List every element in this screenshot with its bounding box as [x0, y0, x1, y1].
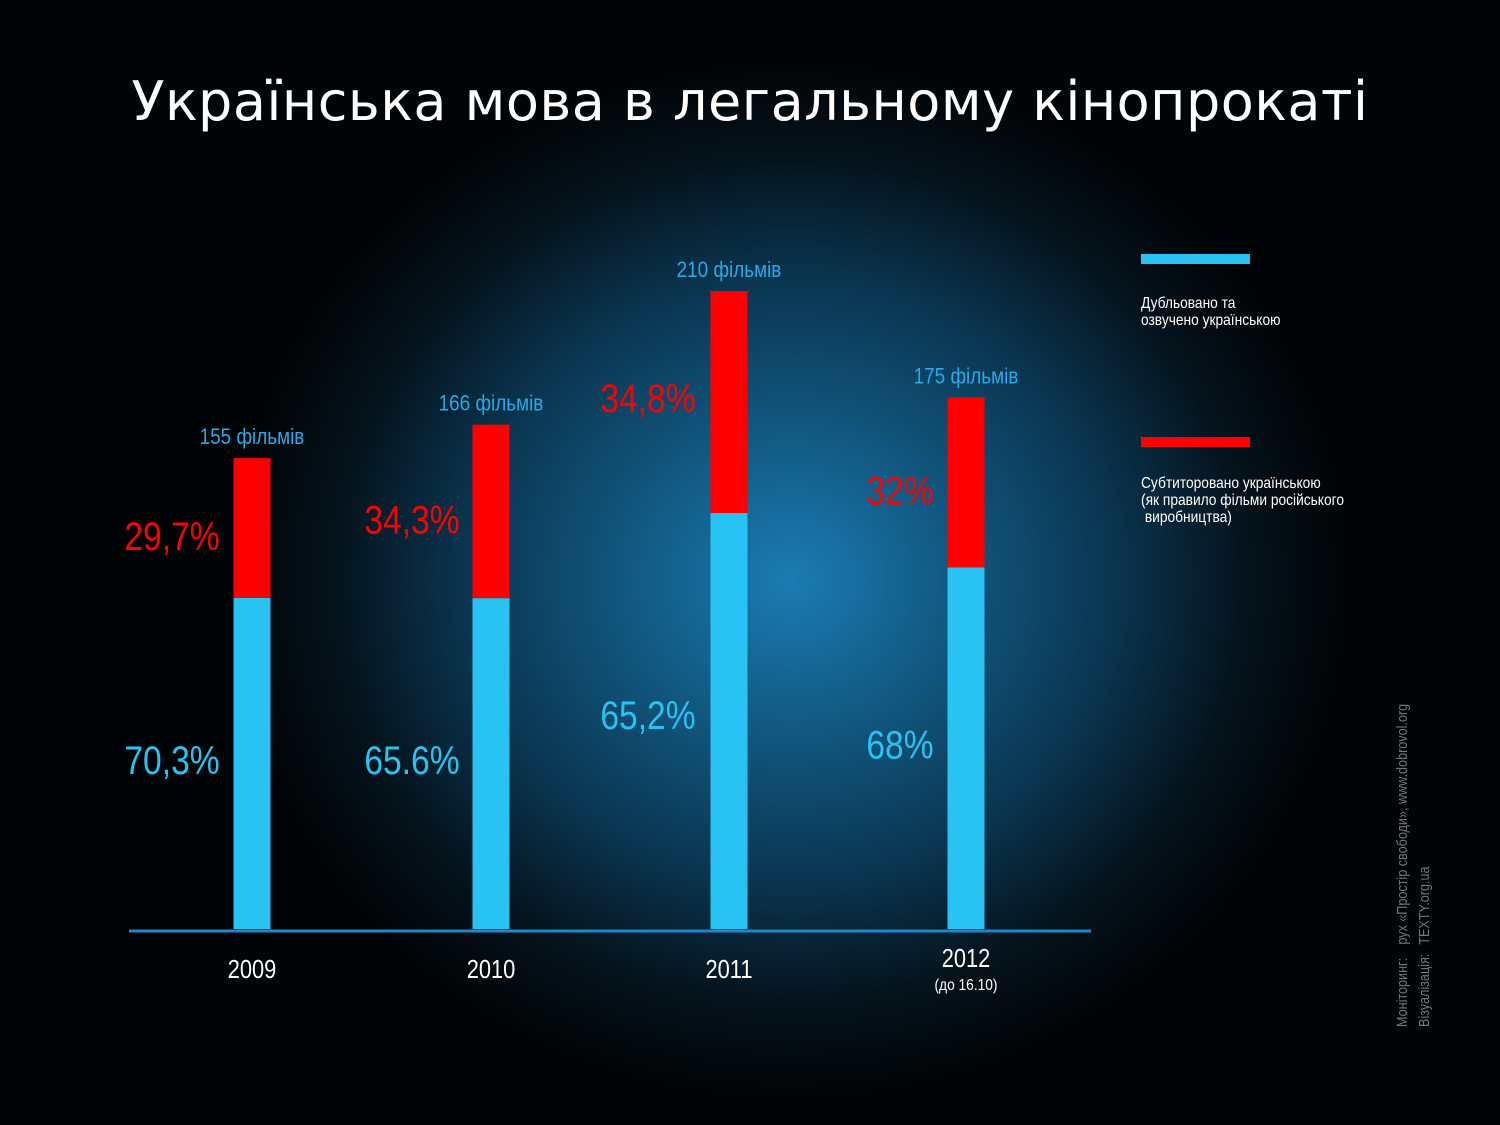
bar-dubbed-2011 — [710, 513, 748, 929]
pct-label-dubbed-2011: 65,2% — [600, 693, 695, 737]
bar-subtitled-2010 — [472, 424, 510, 599]
pct-label-subtitled-2010: 34,3% — [364, 498, 459, 542]
x-tick-label-2012: 2012 — [942, 944, 991, 973]
bar-dubbed-2012 — [947, 567, 985, 929]
x-tick-note-2012: (до 16.10) — [934, 976, 997, 994]
legend-label-dubbed: Дубльовано та озвучено українською — [1141, 295, 1281, 329]
credit-viz-value: TEXTY.org.ua — [1416, 866, 1433, 945]
pct-label-subtitled-2009: 29,7% — [124, 514, 219, 558]
bar-dubbed-2009 — [233, 597, 271, 929]
legend-swatch-dubbed — [1141, 254, 1250, 264]
credit-monitoring-label: Моніторинг: — [1394, 957, 1411, 1027]
pct-label-subtitled-2011: 34,8% — [600, 376, 695, 420]
credit-viz-label: Візуалізація: — [1416, 953, 1433, 1027]
bar-dubbed-2010 — [472, 598, 510, 929]
bar-subtitled-2009 — [233, 458, 271, 598]
chart-title: Українська мова в легальному кінопрокаті — [131, 70, 1369, 133]
film-count-label-2012: 175 фільмів — [914, 364, 1019, 389]
pct-label-dubbed-2012: 68% — [866, 723, 933, 767]
bar-subtitled-2012 — [947, 397, 985, 568]
credit-monitoring-value: рух «Простір свободи», www.dobrovol.org — [1394, 703, 1411, 945]
pct-label-dubbed-2010: 65.6% — [364, 738, 459, 782]
x-tick-label-2011: 2011 — [706, 955, 753, 984]
pct-label-dubbed-2009: 70,3% — [124, 738, 219, 782]
pct-label-subtitled-2012: 32% — [866, 469, 933, 513]
film-count-label-2010: 166 фільмів — [439, 391, 544, 416]
legend-swatch-subtitled — [1141, 437, 1250, 447]
legend-label-subtitled: Субтиторовано українською (як правило фі… — [1141, 475, 1345, 526]
x-tick-label-2010: 2010 — [467, 955, 516, 984]
labels-group: 155 фільмів 29,7% 70,3% 2009 166 фільмів 34,3… — [124, 258, 1018, 995]
bar-subtitled-2011 — [710, 291, 748, 514]
x-tick-label-2009: 2009 — [228, 955, 277, 984]
credits: Моніторинг: рух «Простір свободи», www.do… — [1392, 607, 1456, 1027]
bars-group — [233, 291, 985, 929]
film-count-label-2011: 210 фільмів — [677, 258, 782, 283]
film-count-label-2009: 155 фільмів — [200, 425, 305, 450]
